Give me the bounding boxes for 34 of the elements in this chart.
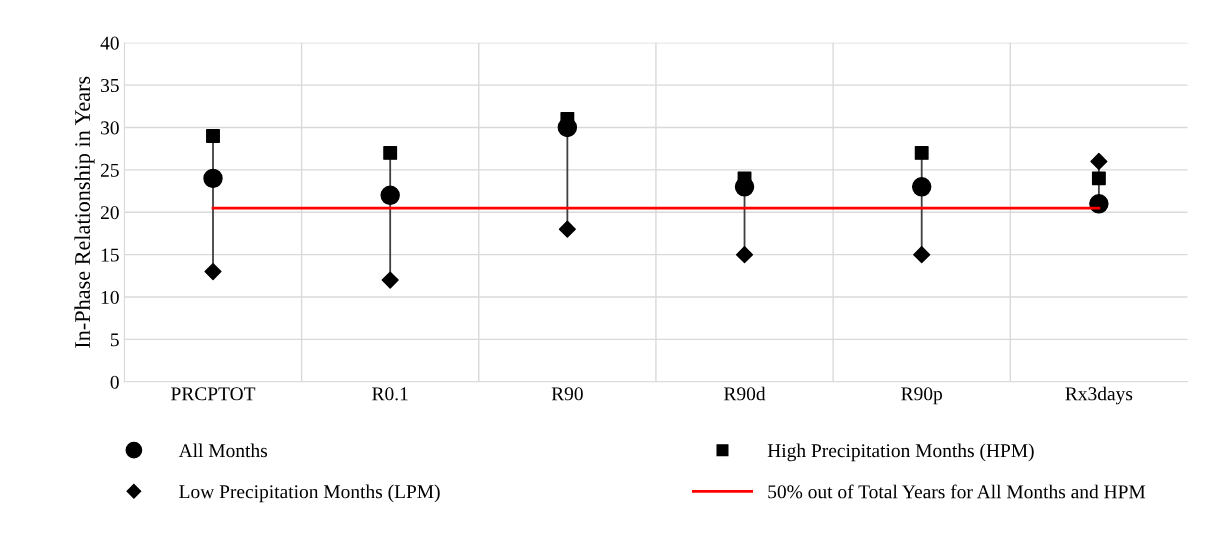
point: [204, 263, 222, 281]
point: [911, 177, 932, 197]
point: [381, 271, 399, 289]
x-tick-label: R90: [551, 387, 583, 401]
y-axis-title: In-Phase Relationship in Years: [74, 76, 95, 348]
y-tick-label: 30: [101, 121, 119, 135]
legend-label: All Months: [178, 443, 268, 458]
point: [914, 145, 929, 160]
x-tick-label: R0.1: [372, 387, 408, 401]
y-tick-label: 0: [110, 375, 119, 389]
x-tick-label: PRCPTOT: [171, 387, 256, 401]
y-tick-label: 35: [101, 78, 119, 93]
point: [380, 185, 400, 206]
point: [913, 246, 931, 264]
y-tick-label: 15: [101, 248, 119, 262]
point: [206, 129, 220, 143]
point: [558, 220, 576, 238]
x-tick-label: Rx3days: [1065, 386, 1133, 405]
point: [1091, 171, 1106, 186]
x-tick-label: R90p: [901, 387, 943, 405]
y-tick-label: 5: [110, 333, 119, 347]
y-tick-label: 20: [100, 206, 119, 220]
point: [735, 246, 754, 264]
legend-label: High Precipitation Months (HPM): [767, 443, 1034, 462]
legend-label: Low Precipitation Months (LPM): [179, 484, 440, 503]
point: [383, 145, 398, 160]
point: [1090, 152, 1108, 170]
x-tick-label: R90d: [724, 386, 766, 401]
point: [203, 168, 223, 189]
y-tick-label: 10: [101, 290, 119, 304]
y-tick-label: 40: [100, 36, 119, 50]
y-tick-label: 25: [100, 163, 119, 177]
point: [1089, 194, 1109, 214]
legend-label: 50% out of Total Years for All Months and HPM: [768, 484, 1146, 499]
